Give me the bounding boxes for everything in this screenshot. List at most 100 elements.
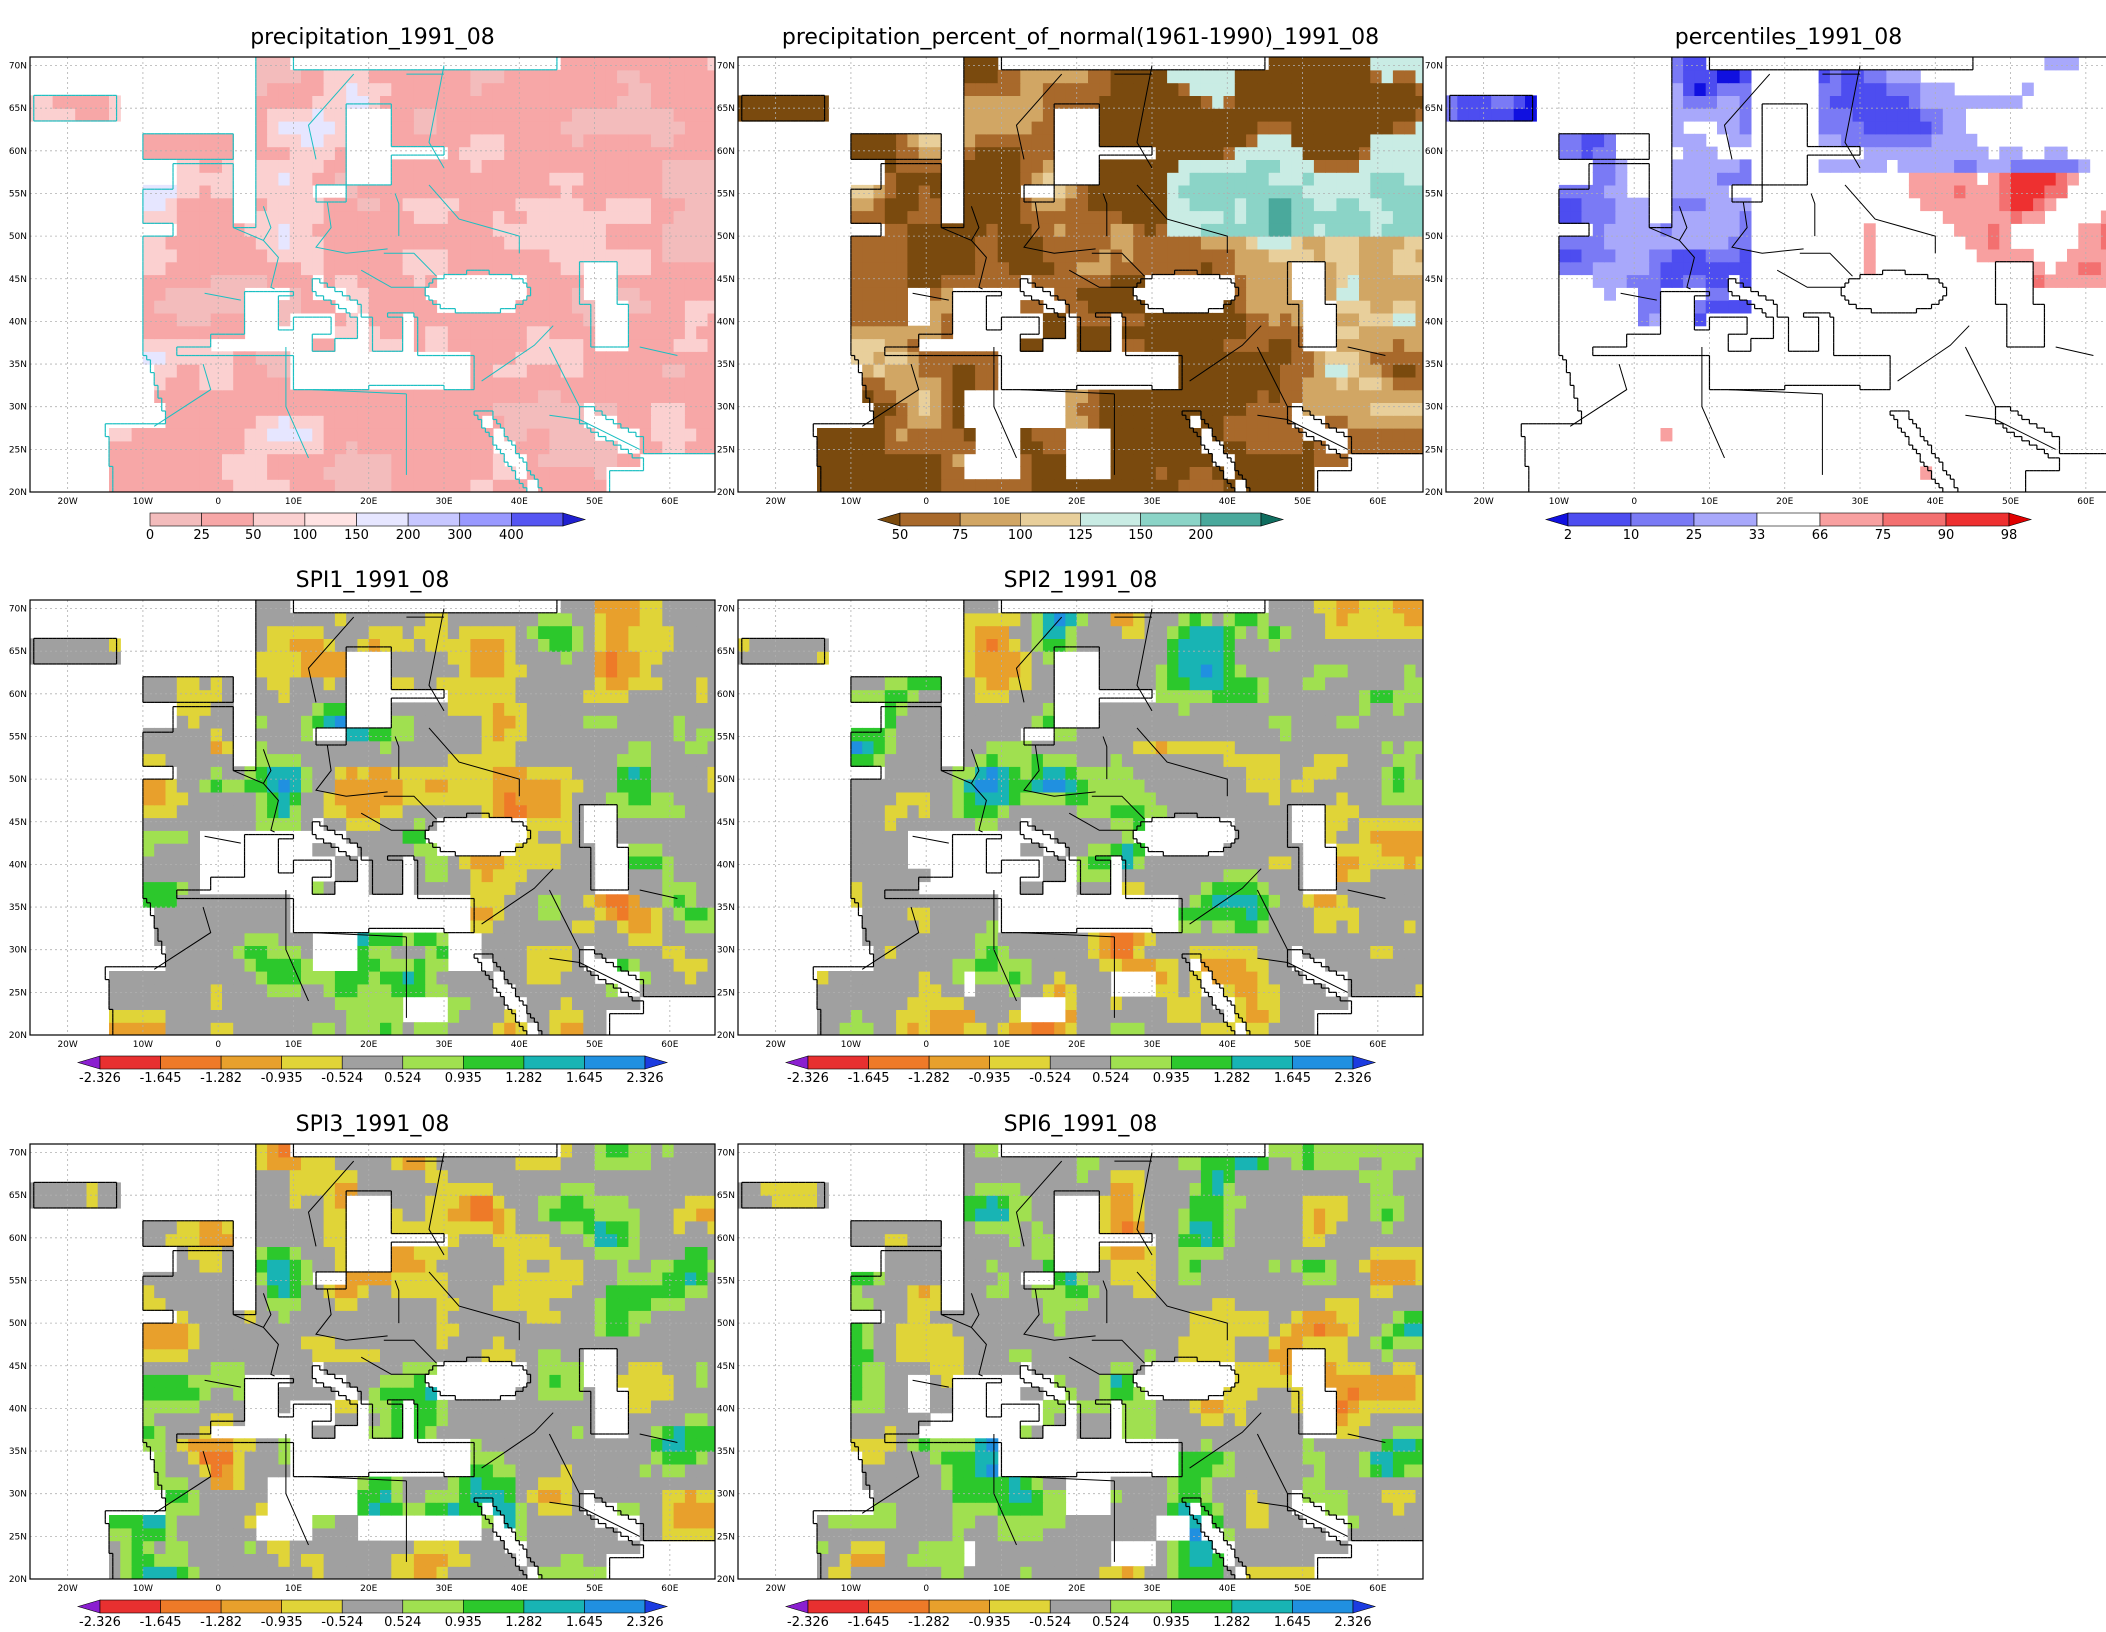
field-cell — [1370, 134, 1382, 147]
field-cell — [685, 57, 697, 70]
field-cell — [1359, 159, 1371, 172]
field-cell — [1291, 211, 1303, 224]
field-cell — [459, 223, 471, 236]
field-cell — [278, 275, 290, 288]
field-cell — [662, 300, 674, 313]
field-cell — [1257, 95, 1269, 108]
field-cell — [1167, 185, 1179, 198]
field-cell — [538, 313, 550, 326]
field-cell — [482, 249, 494, 262]
field-cell — [685, 313, 697, 326]
field-cell — [527, 454, 539, 467]
field-cell — [1314, 351, 1326, 364]
field-cell — [403, 249, 415, 262]
field-cell — [953, 236, 965, 249]
field-cell — [1224, 262, 1236, 275]
field-cell — [595, 249, 607, 262]
field-cell — [1257, 313, 1269, 326]
field-cell — [493, 172, 505, 185]
field-cell — [1178, 121, 1190, 134]
field-cell — [817, 479, 829, 492]
field-cell — [312, 70, 324, 83]
field-cell — [1291, 172, 1303, 185]
field-cell — [256, 466, 268, 479]
field-cell — [143, 300, 155, 313]
field-cell — [1269, 364, 1281, 377]
field-cell — [470, 479, 482, 492]
field-cell — [907, 249, 919, 262]
field-cell — [1065, 236, 1077, 249]
field-cell — [166, 236, 178, 249]
field-cell — [1325, 262, 1337, 275]
field-cell — [1269, 147, 1281, 160]
field-cell — [267, 121, 279, 134]
field-cell — [549, 83, 561, 96]
field-cell — [278, 57, 290, 70]
field-cell — [324, 159, 336, 172]
field-cell — [572, 121, 584, 134]
field-cell — [862, 211, 874, 224]
field-cell — [1303, 185, 1315, 198]
field-cell — [493, 351, 505, 364]
field-cell — [1145, 211, 1157, 224]
field-cell — [806, 108, 818, 121]
field-cell — [256, 249, 268, 262]
field-cell — [1348, 287, 1360, 300]
field-cell — [1111, 236, 1123, 249]
field-cell — [177, 223, 189, 236]
field-cell — [685, 402, 697, 415]
field-cell — [1156, 326, 1168, 339]
field-cell — [109, 428, 121, 441]
field-cell — [606, 159, 618, 172]
field-cell — [1404, 57, 1416, 70]
field-cell — [1178, 172, 1190, 185]
field-cell — [1382, 134, 1394, 147]
field-cell — [696, 172, 708, 185]
field-cell — [817, 466, 829, 479]
field-cell — [628, 172, 640, 185]
field-cell — [817, 108, 829, 121]
field-cell — [1382, 262, 1394, 275]
field-cell — [583, 466, 595, 479]
field-cell — [651, 275, 663, 288]
field-cell — [885, 147, 897, 160]
field-cell — [1325, 211, 1337, 224]
field-cell — [696, 441, 708, 454]
field-cell — [1077, 300, 1089, 313]
field-cell — [1077, 185, 1089, 198]
field-cell — [1043, 262, 1055, 275]
field-cell — [166, 287, 178, 300]
field-cell — [1404, 339, 1416, 352]
field-cell — [1156, 159, 1168, 172]
field-cell — [595, 364, 607, 377]
field-cell — [885, 479, 897, 492]
field-cell — [1246, 287, 1258, 300]
field-cell — [572, 428, 584, 441]
field-cell — [278, 211, 290, 224]
field-cell — [448, 402, 460, 415]
field-cell — [851, 236, 863, 249]
field-cell — [1167, 198, 1179, 211]
field-cell — [1382, 198, 1394, 211]
field-cell — [245, 454, 257, 467]
field-cell — [278, 428, 290, 441]
field-cell — [919, 172, 931, 185]
field-cell — [1020, 211, 1032, 224]
field-cell — [696, 134, 708, 147]
field-cell — [674, 57, 686, 70]
field-cell — [1133, 83, 1145, 96]
field-cell — [425, 236, 437, 249]
field-cell — [380, 428, 392, 441]
lon-tick-label: 10W — [133, 497, 153, 507]
field-cell — [482, 134, 494, 147]
field-cell — [470, 466, 482, 479]
field-cell — [166, 441, 178, 454]
field-cell — [256, 377, 268, 390]
field-cell — [177, 466, 189, 479]
field-cell — [516, 134, 528, 147]
field-cell — [516, 377, 528, 390]
field-cell — [1020, 83, 1032, 96]
field-cell — [346, 479, 358, 492]
field-cell — [1325, 390, 1337, 403]
field-cell — [470, 262, 482, 275]
